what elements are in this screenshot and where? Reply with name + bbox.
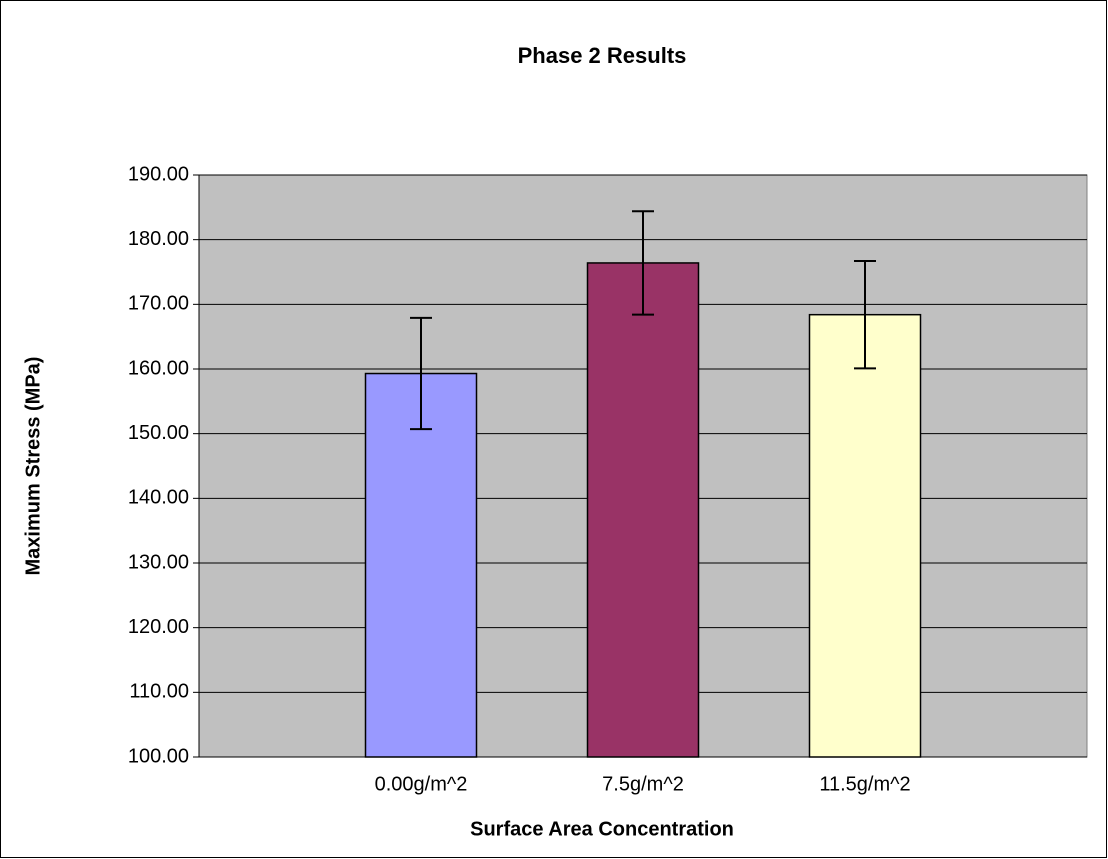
y-axis-label: Maximum Stress (MPa) [22, 357, 44, 576]
y-tick-label: 100.00 [128, 745, 189, 767]
bar [364, 372, 478, 758]
y-tick-label: 190.00 [128, 163, 189, 185]
y-tick-label: 150.00 [128, 422, 189, 444]
x-tick-label: 0.00g/m^2 [375, 773, 468, 795]
x-axis-label: Surface Area Concentration [470, 818, 734, 840]
y-tick-label: 140.00 [128, 487, 189, 509]
x-tick-label: 7.5g/m^2 [602, 773, 684, 795]
chart-title: Phase 2 Results [518, 43, 687, 68]
bar [808, 313, 922, 758]
y-tick-label: 130.00 [128, 551, 189, 573]
x-tick-label: 11.5g/m^2 [819, 773, 910, 795]
y-tick-label: 160.00 [128, 357, 189, 379]
bar [586, 262, 700, 758]
y-tick-label: 180.00 [128, 228, 189, 250]
y-tick-label: 110.00 [129, 681, 189, 703]
y-tick-label: 120.00 [128, 616, 189, 638]
y-tick-label: 170.00 [128, 293, 189, 315]
